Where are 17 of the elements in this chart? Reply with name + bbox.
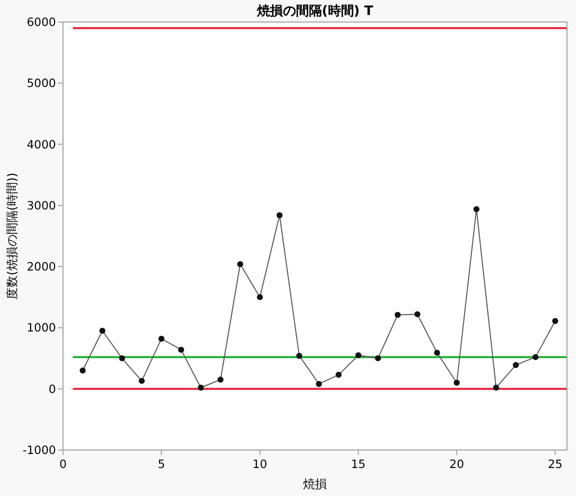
x-tick-label: 0: [59, 457, 67, 471]
y-tick-label: 6000: [26, 15, 56, 30]
x-tick-label: 25: [548, 457, 563, 471]
y-tick-label: 2000: [26, 260, 56, 274]
y-tick-label: 5000: [26, 76, 56, 90]
y-tick-label: 1000: [26, 320, 56, 335]
x-tick-label: 10: [252, 457, 268, 471]
x-tick-label: 15: [350, 457, 366, 471]
x-tick-label: 5: [158, 457, 166, 471]
y-tick-label: 0: [48, 382, 56, 396]
y-axis-title: 度数(焼損の間隔(時間)): [5, 172, 19, 300]
y-tick-label: 4000: [26, 137, 56, 152]
y-tick-label: -1000: [22, 443, 56, 458]
x-tick-label: 20: [449, 457, 464, 471]
chart-title: 焼損の間隔(時間) T: [256, 4, 374, 19]
x-axis-title: 焼損: [303, 477, 327, 491]
y-tick-label: 3000: [26, 198, 56, 212]
